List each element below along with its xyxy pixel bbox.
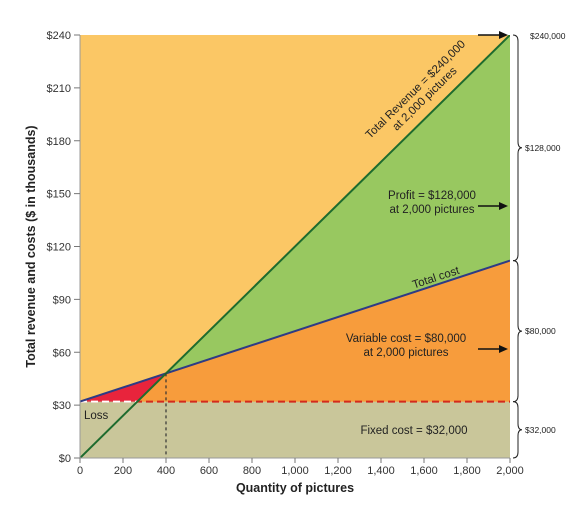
- brace-label: $80,000: [525, 326, 556, 336]
- x-tick-label: 1,600: [410, 465, 438, 477]
- profit-label: Profit = $128,000 at 2,000 pictures: [388, 190, 476, 216]
- x-tick-label: 2,000: [496, 465, 524, 477]
- total-revenue-line: [80, 35, 510, 458]
- y-tick-label: $60: [53, 347, 71, 359]
- brace-path: [512, 401, 523, 459]
- y-tick-label: $240: [47, 30, 71, 42]
- x-tick-label: 200: [114, 465, 132, 477]
- chart-axes: $0 $30 $60 $90 $120 $150 $180 $210 $240 0 200 400 60…: [24, 30, 524, 495]
- x-axis-title: Quantity of pictures: [236, 481, 354, 495]
- y-tick-label: $180: [47, 136, 71, 148]
- y-tick-label: $150: [47, 189, 71, 201]
- fixed-cost-label: Fixed cost = $32,000: [360, 425, 467, 437]
- x-tick-label: 800: [243, 465, 261, 477]
- y-tick-label: $120: [47, 242, 71, 254]
- chart-lines: [80, 35, 510, 458]
- annotation-arrow-head: [499, 202, 508, 210]
- x-tick-label: 1,400: [367, 465, 395, 477]
- brace-label: $128,000: [525, 143, 561, 153]
- total-cost-line: [80, 259, 510, 403]
- annotation-arrow-head: [499, 31, 508, 39]
- x-tick-label: 1,200: [324, 465, 352, 477]
- y-tick-label: $0: [59, 453, 71, 465]
- y-tick-label: $90: [53, 294, 71, 306]
- brace-path: [512, 34, 523, 262]
- brace-label-total: $240,000: [530, 31, 566, 41]
- chart-braces: $240,000 $128,000 $80,000 $32,000: [512, 31, 566, 459]
- x-tick-label: 400: [157, 465, 175, 477]
- y-tick-label: $30: [53, 400, 71, 412]
- variable-cost-label: Variable cost = $80,000 at 2,000 pictures: [346, 333, 466, 359]
- y-axis-title: Total revenue and costs ($ in thousands): [24, 125, 38, 367]
- region-fixed-cost: [80, 401, 510, 458]
- brace-path: [512, 260, 523, 403]
- x-tick-label: 1,800: [453, 465, 481, 477]
- loss-label: Loss: [84, 410, 109, 422]
- annotation-arrow-head: [499, 345, 508, 353]
- brace-label: $32,000: [525, 425, 556, 435]
- x-tick-label: 0: [77, 465, 83, 477]
- x-tick-label: 1,000: [281, 465, 309, 477]
- x-tick-label: 600: [200, 465, 218, 477]
- y-tick-label: $210: [47, 83, 71, 95]
